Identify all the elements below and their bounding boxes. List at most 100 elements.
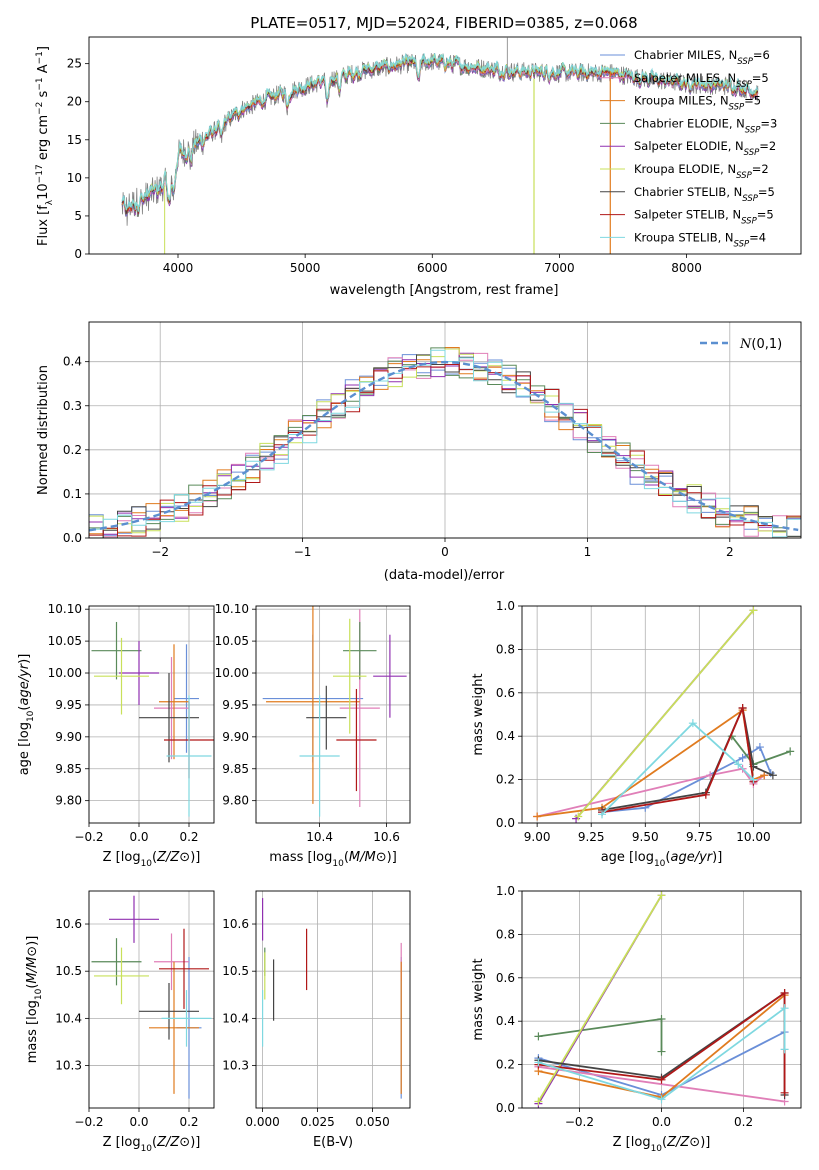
z-age-panel-ytick-label: 10.10 [48, 602, 82, 616]
age-weight-panel-marker-chabrier-miles [738, 753, 747, 762]
age-weight-panel-ytick-label: 0.8 [496, 642, 515, 656]
mass-age-panel: 10.4 10.6 9.80 9.85 9.90 9.95 10.00 10.05 10.10 m… [215, 602, 411, 869]
spectrum-panel-ytick-label: 10 [67, 171, 82, 185]
age-weight-panel-marker-kroupa-stelib [734, 760, 743, 769]
z-weight-panel-ytick-label: 0.4 [496, 1014, 515, 1028]
z-weight-panel-marker-salpeter-stelib [780, 988, 789, 997]
z-weight-panel-marker-kroupa-elodie [657, 891, 666, 900]
age-weight-panel-line-kroupa-elodie [577, 609, 755, 818]
mass-age-panel-xlabel: mass [log10(M/M⊙)] [269, 850, 397, 869]
mass-age-panel-frame [255, 605, 411, 824]
residual-panel-ytick-label: 0.4 [63, 355, 82, 369]
z-weight-panel-ytick-label: 0.6 [496, 971, 515, 985]
age-weight-panel-xtick-label: 9.25 [578, 830, 605, 844]
z-mass-panel-point-chabrier-stelib [139, 982, 199, 1040]
legend-label-kroupa-miles: Kroupa MILES, NSSP=5 [634, 94, 761, 113]
ebv-mass-panel-ytick-label: 10.3 [222, 1059, 249, 1073]
z-age-panel-point-kroupa-stelib [166, 695, 212, 817]
z-mass-panel-ytick-label: 10.6 [55, 917, 82, 931]
z-mass-panel-ytick-label: 10.3 [55, 1059, 82, 1073]
spectrum-panel-ytick-label: 5 [74, 209, 82, 223]
z-weight-panel-marker-kroupa-stelib [657, 1095, 666, 1104]
spectrum-panel-frame [88, 36, 802, 255]
z-weight-panel-marker-kroupa-elodie [534, 1097, 543, 1106]
z-weight-panel-line-salpeter-miles [538, 1065, 785, 1103]
z-mass-panel-ylabel: mass [log10(M/M⊙)] [25, 936, 44, 1064]
z-mass-panel-point-chabrier-elodie [91, 938, 142, 986]
age-weight-panel-ylabel: mass weight [471, 673, 486, 755]
residual-panel-frame [88, 321, 802, 539]
age-weight-panel-xtick-label: 9.75 [686, 830, 713, 844]
z-mass-panel-ylabel-text: mass [log10(M/M⊙)] [25, 936, 44, 1064]
mass-age-panel-ytick-label: 10.00 [215, 666, 249, 680]
mass-age-panel-ytick-label: 9.95 [222, 698, 249, 712]
residual-xlabel: (data-model)/error [384, 568, 505, 583]
age-weight-panel-marker-kroupa-stelib [688, 719, 697, 728]
z-weight-panel-xtick-label: −0.2 [565, 1115, 594, 1129]
residual-panel-ytick-label: 0.1 [63, 487, 82, 501]
z-weight-panel-xlabel-text: Z [log10(Z/Z⊙)] [613, 1135, 711, 1154]
residual-panel-xtick-label: −2 [151, 545, 169, 559]
z-weight-panel-marker-salpeter-stelib [657, 1075, 666, 1084]
z-mass-panel-ytick-label: 10.5 [55, 964, 82, 978]
z-weight-panel: −0.2 0.0 0.2 0.0 0.2 0.4 0.6 0.8 1.0 Z [log10(Z/Z… [471, 884, 802, 1154]
z-age-panel-point-salpeter-miles [154, 657, 189, 760]
residual-panel-plot [89, 347, 801, 538]
age-weight-panel-marker-kroupa-miles [760, 771, 769, 780]
z-mass-panel-xlabel: Z [log10(Z/Z⊙)] [103, 1135, 201, 1154]
mass-age-panel-ytick-label: 10.10 [215, 602, 249, 616]
residual-panel-xtick-label: −1 [294, 545, 312, 559]
age-weight-panel-xtick-label: 9.00 [524, 830, 551, 844]
spectrum-legend: Chabrier MILES, NSSP=6 Salpeter MILES, NS… [600, 48, 777, 249]
z-weight-panel-xtick-label: 0.2 [734, 1115, 753, 1129]
mass-age-panel-point-chabrier-stelib [306, 685, 347, 750]
z-weight-panel-marker-kroupa-stelib [780, 1004, 789, 1013]
ebv-mass-panel-xtick-label: 0.000 [245, 1115, 279, 1129]
legend-label-chabrier-elodie: Chabrier ELODIE, NSSP=3 [634, 116, 777, 135]
z-weight-panel-line-kroupa-elodie [537, 894, 663, 1102]
z-mass-panel-plot [91, 895, 212, 1099]
z-age-panel-plot [91, 621, 214, 817]
z-age-panel-ytick-label: 9.85 [55, 762, 82, 776]
ebv-mass-panel-frame [255, 890, 411, 1109]
z-age-panel-ytick-label: 9.90 [55, 730, 82, 744]
z-age-panel-xlabel: Z [log10(Z/Z⊙)] [103, 850, 201, 869]
mass-age-panel-point-chabrier-elodie [343, 621, 377, 680]
spectrum-model-kroupa-stelib [121, 52, 759, 212]
ebv-mass-panel-xlabel: E(B-V) [313, 1135, 353, 1150]
age-weight-panel-ytick-label: 0.0 [496, 816, 515, 830]
age-weight-panel-xlabel-text: age [log10(age/yr)] [601, 850, 723, 869]
z-age-panel-point-kroupa-elodie [94, 637, 149, 715]
z-age-panel-xtick-label: 0.0 [129, 830, 148, 844]
z-weight-panel-ytick-label: 0.8 [496, 927, 515, 941]
z-age-panel-ylabel: age [log10(age/yr)] [17, 654, 36, 776]
age-weight-panel-marker-salpeter-stelib [701, 790, 710, 799]
spectrum-panel-xtick-label: 5000 [290, 261, 321, 275]
ebv-mass-panel-xtick-label: 0.050 [355, 1115, 389, 1129]
z-weight-panel-line-chabrier-elodie [538, 1018, 663, 1052]
age-weight-panel-ytick-label: 0.4 [496, 729, 515, 743]
ebv-mass-panel-ytick-label: 10.4 [222, 1011, 249, 1025]
z-weight-panel-line-kroupa-stelib [538, 1007, 786, 1101]
z-age-panel-ytick-label: 9.80 [55, 794, 82, 808]
residual-panel: −2 −1 0 1 2 0.0 0.1 0.2 0.3 0.4 N(0,1) (data-model)… [36, 321, 802, 583]
age-weight-panel-xtick-label: 9.50 [632, 830, 659, 844]
age-weight-panel-plot [533, 606, 795, 823]
age-weight-panel-ytick-label: 1.0 [496, 599, 515, 613]
z-mass-panel-xtick-label: 0.2 [179, 1115, 198, 1129]
age-weight-panel-line-kroupa-stelib [601, 722, 755, 815]
z-mass-panel-point-kroupa-stelib [161, 990, 212, 1047]
legend-label-salpeter-stelib: Salpeter STELIB, NSSP=5 [634, 208, 774, 227]
z-weight-panel-xlabel: Z [log10(Z/Z⊙)] [613, 1135, 711, 1154]
mass-age-panel-plot [262, 606, 407, 817]
legend-label-chabrier-stelib: Chabrier STELIB, NSSP=5 [634, 185, 775, 204]
ebv-mass-panel-xtick-label: 0.025 [300, 1115, 334, 1129]
ebv-mass-panel-ytick-label: 10.5 [222, 964, 249, 978]
mass-age-panel-xlabel-text: mass [log10(M/M⊙)] [269, 850, 397, 869]
spectrum-panel-xtick-label: 6000 [417, 261, 448, 275]
ebv-mass-panel-xlabel-text: E(B-V) [313, 1135, 353, 1150]
age-weight-panel-xtick-label: 10.00 [736, 830, 770, 844]
z-age-panel-ytick-label: 10.05 [48, 634, 82, 648]
